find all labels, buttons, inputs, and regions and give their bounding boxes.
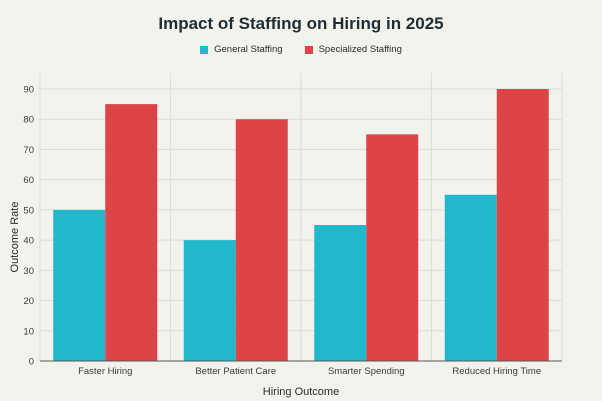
bar-general-2 <box>314 225 367 361</box>
legend-item-general[interactable]: General Staffing <box>200 44 283 55</box>
chart-title: Impact of Staffing on Hiring in 2025 <box>158 14 444 33</box>
y-tick-label-20: 20 <box>23 296 34 307</box>
bar-general-0 <box>53 209 106 361</box>
legend-label-general: General Staffing <box>214 44 283 55</box>
y-tick-label-60: 60 <box>23 175 34 186</box>
x-tick-label-1: Better Patient Care <box>195 366 276 377</box>
y-tick-label-50: 50 <box>23 205 34 216</box>
y-tick-label-90: 90 <box>23 85 34 96</box>
legend-label-specialized: Specialized Staffing <box>318 44 402 55</box>
bar-specialized-0 <box>105 104 158 361</box>
x-tick-label-2: Smarter Spending <box>328 366 405 377</box>
bar-specialized-1 <box>235 119 288 361</box>
y-tick-label-30: 30 <box>23 266 34 277</box>
y-tick-label-70: 70 <box>23 145 34 156</box>
legend-item-specialized[interactable]: Specialized Staffing <box>304 44 402 55</box>
x-axis-title: Hiring Outcome <box>263 386 339 398</box>
y-tick-label-0: 0 <box>29 357 34 368</box>
bar-specialized-3 <box>496 89 549 361</box>
x-tick-label-0: Faster Hiring <box>78 366 132 377</box>
y-axis-title: Outcome Rate <box>9 202 21 273</box>
y-tick-label-80: 80 <box>23 115 34 126</box>
bar-specialized-2 <box>366 134 419 361</box>
legend-swatch-specialized <box>304 45 313 54</box>
chart-legend: General Staffing Specialized Staffing <box>0 44 602 55</box>
y-tick-label-10: 10 <box>23 326 34 337</box>
legend-swatch-general <box>200 45 209 54</box>
bar-general-3 <box>444 194 497 361</box>
y-tick-label-40: 40 <box>23 236 34 247</box>
x-tick-label-3: Reduced Hiring Time <box>452 366 541 377</box>
bar-general-1 <box>183 240 236 361</box>
